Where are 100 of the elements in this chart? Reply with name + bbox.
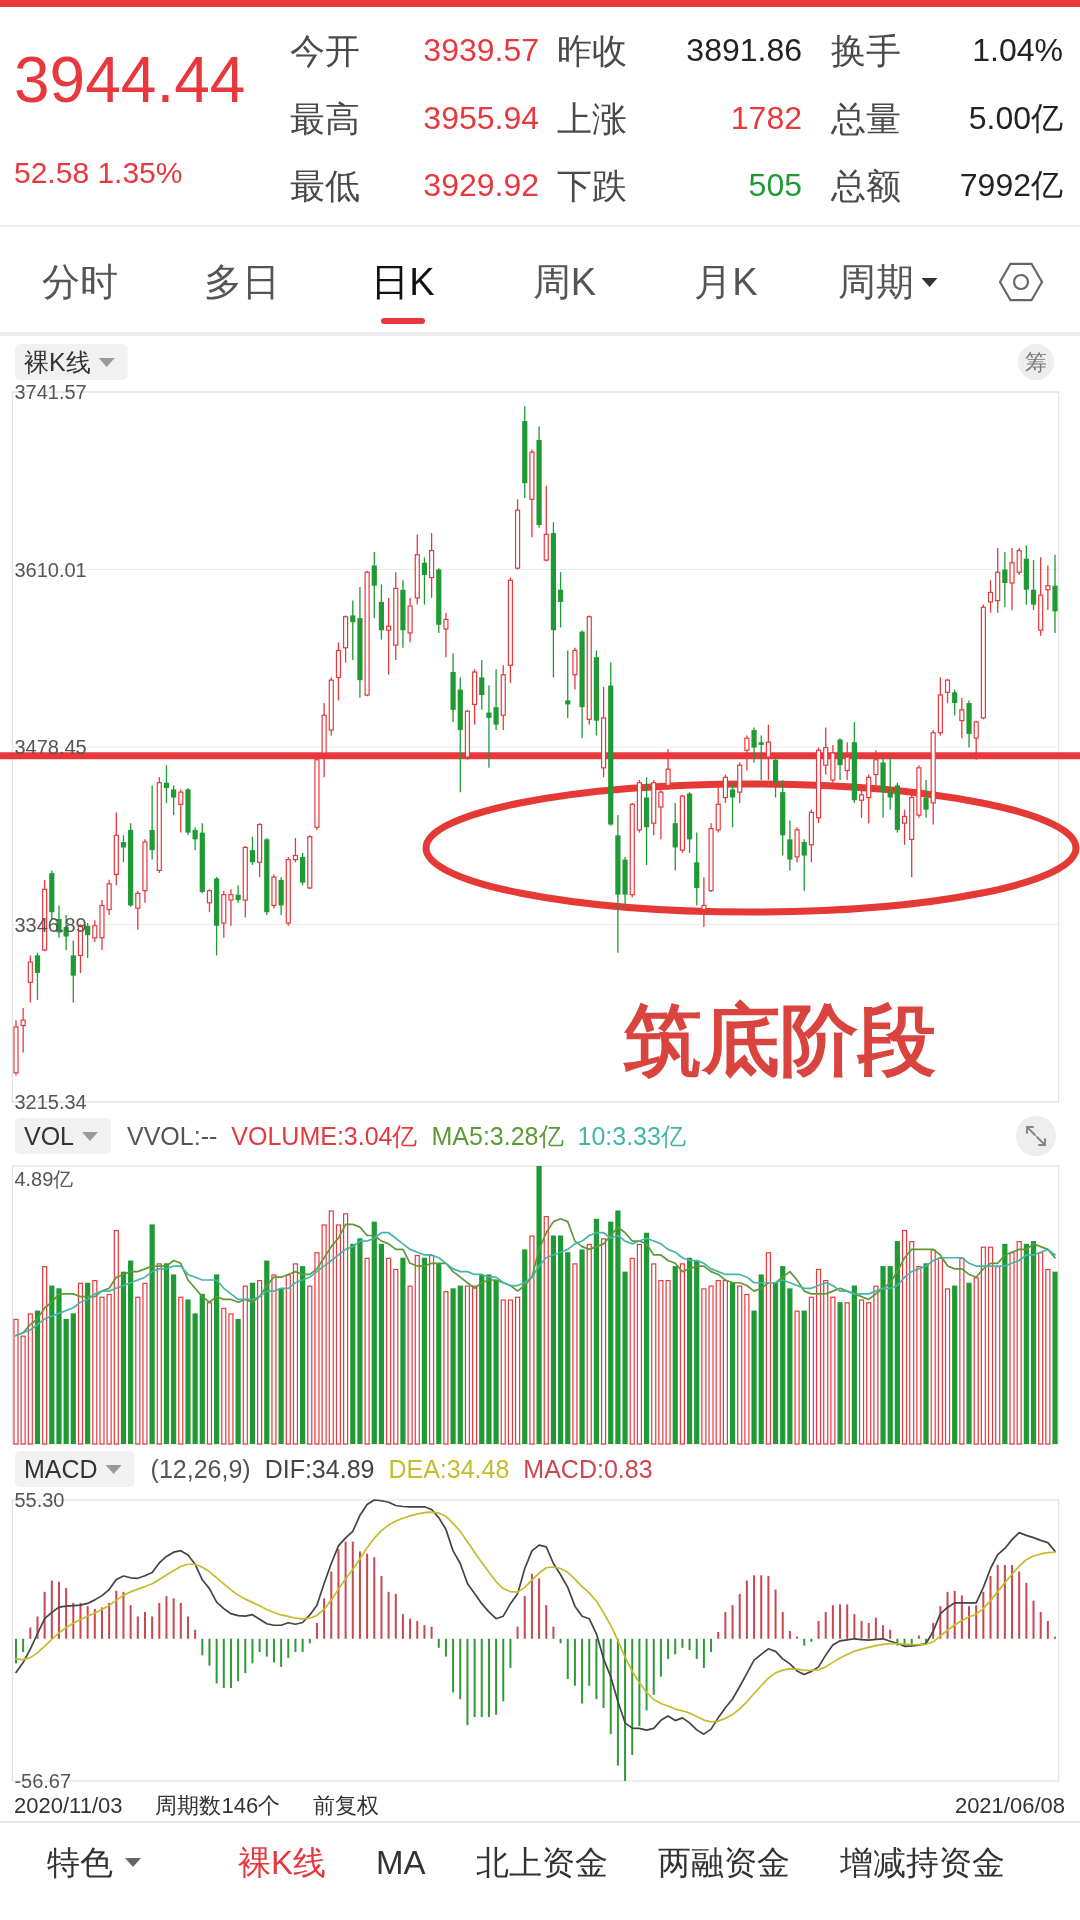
chart-title: VOL <box>24 1122 75 1150</box>
candlestick <box>565 649 571 719</box>
bar <box>873 1285 879 1445</box>
bar <box>466 1638 469 1726</box>
candlestick <box>350 599 356 661</box>
series-label: DIF:34.89 <box>264 1455 375 1483</box>
candlestick <box>27 954 33 1004</box>
bar <box>674 1638 677 1655</box>
candlestick <box>479 659 485 711</box>
bar <box>92 1279 98 1445</box>
bar <box>602 1638 605 1709</box>
bar <box>178 1296 184 1445</box>
bar <box>294 1638 297 1653</box>
bar <box>330 1571 333 1639</box>
bar <box>989 1576 992 1639</box>
bar <box>996 1565 999 1639</box>
bar <box>414 1254 420 1445</box>
bar <box>416 1620 419 1639</box>
bar <box>679 1263 685 1445</box>
bar <box>923 1263 929 1444</box>
text: MA <box>376 1843 426 1881</box>
bar <box>400 1257 406 1444</box>
bar <box>373 1557 376 1639</box>
bar <box>1032 1600 1035 1639</box>
bar <box>194 1629 197 1639</box>
bar <box>823 1279 829 1445</box>
bar <box>695 1638 698 1659</box>
text: 3955.94 <box>423 100 539 136</box>
text: 周期数146个 <box>155 1792 281 1818</box>
category-label: 今开 <box>290 30 360 70</box>
bar <box>810 1638 813 1642</box>
category-label: 昨收 <box>557 30 627 70</box>
bar <box>774 1589 777 1639</box>
bar <box>808 1296 814 1445</box>
bar <box>272 1638 275 1663</box>
candlestick <box>866 773 872 824</box>
bar <box>142 1282 148 1445</box>
text: 特色 <box>47 1843 113 1881</box>
bar <box>781 1611 784 1639</box>
bar <box>292 1263 299 1445</box>
bar <box>880 1266 886 1444</box>
bar <box>1030 1241 1037 1444</box>
bar <box>450 1288 456 1444</box>
bar <box>1003 1565 1006 1639</box>
bar <box>337 1549 340 1639</box>
bar <box>715 1279 721 1445</box>
candlestick <box>787 819 793 872</box>
bar <box>115 1590 118 1639</box>
bar <box>858 1299 865 1445</box>
candlestick <box>701 876 707 928</box>
bar <box>172 1598 175 1639</box>
bar <box>495 1638 498 1715</box>
bar <box>351 1541 354 1639</box>
bar <box>280 1638 283 1667</box>
category-label: 换手 <box>831 30 901 70</box>
bar <box>616 1638 619 1766</box>
text: 3944.44 <box>14 44 246 116</box>
bar <box>717 1632 720 1639</box>
candlestick <box>729 782 736 828</box>
bar <box>244 1638 247 1674</box>
candlestick <box>178 788 184 834</box>
text: 5.00亿 <box>968 100 1063 136</box>
bar <box>960 1595 963 1639</box>
candlestick <box>959 697 965 739</box>
bar <box>65 1588 68 1639</box>
bar <box>251 1638 254 1664</box>
candlestick <box>1002 551 1008 608</box>
bar <box>638 1638 641 1727</box>
bar <box>143 1611 146 1639</box>
bar <box>975 1605 978 1639</box>
text: 筹 <box>1025 349 1047 375</box>
bar <box>839 1604 842 1639</box>
category-label: 下跌 <box>557 165 627 205</box>
text: VOLUME:3.04亿 <box>231 1122 418 1150</box>
bar <box>163 1263 170 1444</box>
bar <box>208 1638 211 1666</box>
candlestick <box>70 939 76 1004</box>
text: MACD:0.83 <box>523 1455 653 1483</box>
bar <box>860 1620 863 1639</box>
candlestick <box>901 809 908 846</box>
bar <box>128 1260 134 1444</box>
bar <box>407 1285 413 1445</box>
bar <box>801 1310 807 1444</box>
bar <box>509 1638 512 1668</box>
bar <box>165 1596 168 1639</box>
bar <box>502 1638 505 1702</box>
bar <box>722 1279 728 1445</box>
bar <box>815 1268 822 1445</box>
bar <box>171 1274 177 1444</box>
candlestick <box>192 826 198 851</box>
bar <box>987 1246 994 1445</box>
bar <box>651 1263 657 1445</box>
bar <box>545 1605 548 1639</box>
bar <box>300 1266 306 1444</box>
category-label: 最低 <box>290 165 360 205</box>
bar <box>120 1271 127 1444</box>
bar <box>156 1263 162 1445</box>
candlestick <box>987 579 994 614</box>
candlestick <box>443 612 449 658</box>
bar <box>429 1254 435 1445</box>
